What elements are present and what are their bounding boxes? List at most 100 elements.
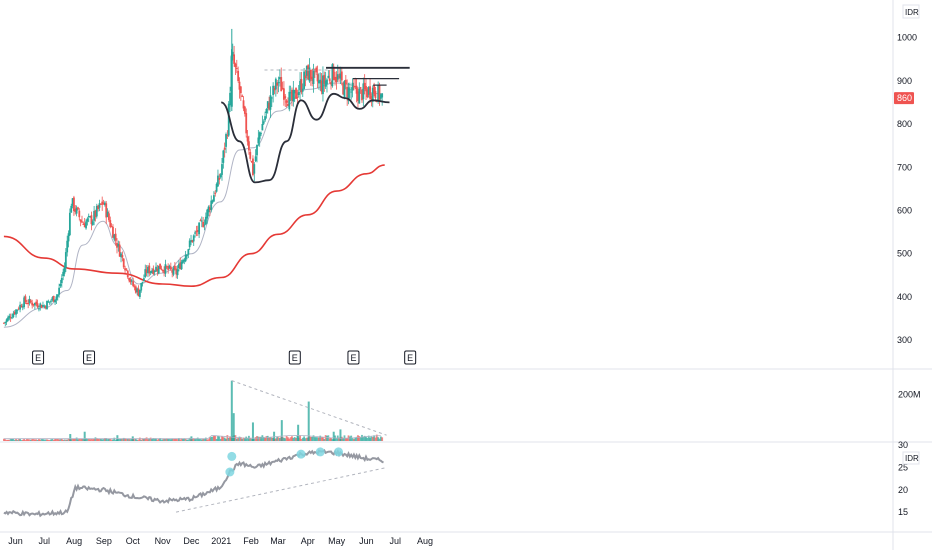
candle[interactable] (324, 71, 327, 89)
candle[interactable] (365, 79, 367, 100)
candle[interactable] (175, 265, 178, 279)
candle[interactable] (47, 299, 50, 303)
candle[interactable] (59, 279, 62, 288)
candle[interactable] (108, 210, 110, 223)
candle[interactable] (374, 86, 377, 102)
candle[interactable] (75, 205, 78, 217)
candle[interactable] (90, 211, 93, 231)
candle[interactable] (118, 241, 121, 257)
candle[interactable] (250, 160, 253, 163)
candle[interactable] (292, 81, 295, 107)
candle[interactable] (221, 157, 223, 181)
volume-bar-peak[interactable] (297, 424, 300, 441)
rs-currency-badge[interactable]: IDR (902, 451, 920, 465)
candle[interactable] (70, 203, 73, 213)
candle[interactable] (301, 83, 304, 97)
earnings-marker[interactable]: E (347, 350, 360, 365)
candle[interactable] (239, 86, 242, 101)
candle[interactable] (199, 218, 202, 222)
earnings-marker[interactable]: E (83, 350, 96, 365)
candle[interactable] (347, 82, 350, 105)
candle[interactable] (202, 217, 205, 228)
candle[interactable] (187, 248, 190, 259)
candle[interactable] (328, 70, 331, 84)
candle[interactable] (307, 64, 310, 80)
candle[interactable] (332, 63, 335, 81)
candle[interactable] (359, 86, 362, 94)
candle[interactable] (103, 200, 106, 207)
candle[interactable] (207, 205, 210, 217)
candle[interactable] (153, 269, 156, 276)
candle[interactable] (281, 81, 284, 90)
candle[interactable] (124, 265, 126, 274)
candle[interactable] (276, 79, 279, 95)
candle[interactable] (226, 130, 229, 139)
candle[interactable] (27, 299, 30, 309)
candle[interactable] (346, 79, 349, 106)
volume-bar-peak[interactable] (116, 435, 119, 441)
candle[interactable] (195, 225, 198, 237)
candle[interactable] (182, 258, 184, 264)
candle[interactable] (367, 86, 370, 98)
candle[interactable] (238, 77, 241, 99)
candle[interactable] (248, 135, 250, 155)
candle[interactable] (44, 305, 47, 310)
candle[interactable] (340, 66, 343, 86)
candle[interactable] (112, 224, 114, 238)
volume-bar-peak[interactable] (280, 420, 283, 441)
candle[interactable] (186, 254, 188, 260)
candle[interactable] (273, 85, 276, 95)
candle[interactable] (287, 97, 289, 107)
candle[interactable] (141, 281, 144, 287)
candle[interactable] (101, 196, 104, 211)
candle[interactable] (266, 101, 269, 114)
candle[interactable] (249, 149, 252, 161)
candle[interactable] (355, 78, 358, 103)
candle[interactable] (136, 287, 139, 296)
candle[interactable] (130, 278, 133, 285)
candle[interactable] (68, 208, 71, 237)
candle[interactable] (284, 94, 287, 107)
price-axis[interactable]: 11001000900800700600500400300IDR860200M3… (894, 0, 921, 517)
candle[interactable] (126, 269, 129, 279)
candle[interactable] (74, 205, 77, 215)
candle[interactable] (171, 268, 174, 278)
candle[interactable] (110, 223, 113, 228)
candle[interactable] (12, 310, 15, 319)
candle[interactable] (198, 222, 201, 239)
candle[interactable] (351, 78, 354, 98)
candle[interactable] (8, 313, 11, 321)
candle[interactable] (62, 268, 65, 281)
candle[interactable] (32, 303, 35, 307)
candle[interactable] (357, 88, 359, 108)
volume-bar-peak[interactable] (307, 401, 310, 441)
candle[interactable] (291, 87, 293, 107)
candle[interactable] (35, 299, 38, 307)
volume-bar-peak[interactable] (69, 434, 72, 441)
candle[interactable] (350, 87, 353, 100)
candle[interactable] (38, 305, 40, 312)
candle[interactable] (151, 267, 153, 275)
candle[interactable] (330, 80, 332, 90)
rs-new-high-dot[interactable] (315, 447, 325, 457)
candle[interactable] (272, 82, 275, 103)
volume-bar-peak[interactable] (232, 413, 235, 441)
candle[interactable] (366, 87, 369, 99)
candle[interactable] (206, 208, 209, 224)
rs-new-high-dot[interactable] (225, 467, 235, 477)
candle[interactable] (274, 77, 277, 97)
candle[interactable] (218, 173, 221, 185)
candle[interactable] (257, 129, 260, 147)
candle[interactable] (225, 132, 227, 154)
candle[interactable] (358, 82, 361, 104)
last-price-tag[interactable]: 860 (894, 92, 914, 105)
candle[interactable] (315, 66, 318, 75)
candle[interactable] (262, 119, 265, 125)
candle[interactable] (144, 264, 147, 279)
candle[interactable] (40, 304, 43, 308)
candle[interactable] (363, 74, 366, 95)
candle[interactable] (213, 191, 215, 202)
candle[interactable] (169, 262, 172, 271)
candle[interactable] (176, 265, 179, 279)
candle[interactable] (204, 212, 207, 225)
